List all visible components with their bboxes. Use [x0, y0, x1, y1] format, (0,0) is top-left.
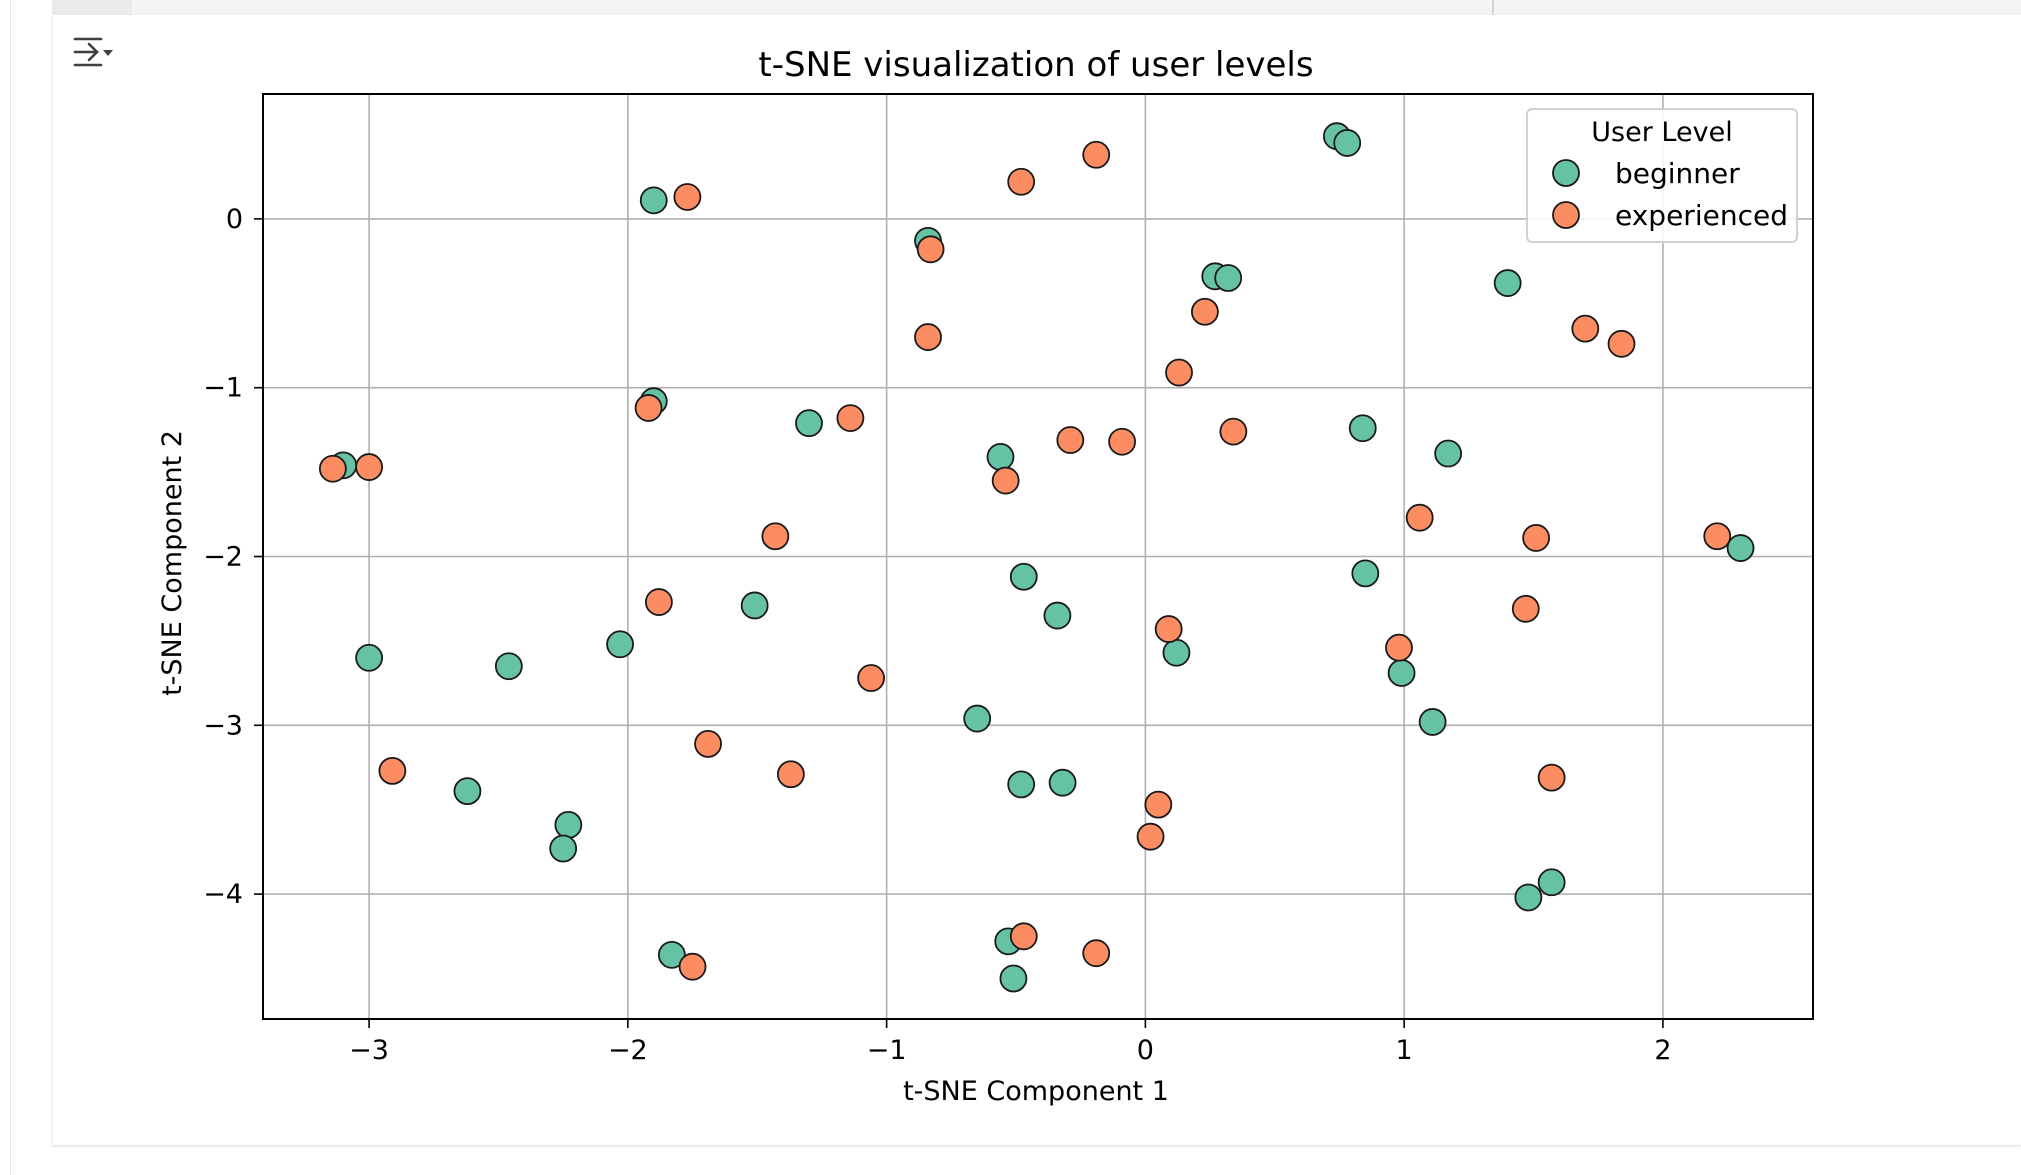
scatter-point-beginner: [999, 964, 1028, 993]
scatter-point-beginner: [355, 643, 383, 672]
x-tick-label: −3: [349, 1035, 389, 1066]
legend-marker-experienced: [1552, 201, 1580, 229]
y-axis-label: t-SNE Component 2: [157, 430, 188, 696]
scatter-point-experienced: [645, 588, 673, 616]
cell-divider: [1492, 0, 1494, 15]
x-tick-label: 0: [1137, 1035, 1154, 1066]
x-tick-label: −2: [608, 1035, 648, 1066]
scatter-point-beginner: [549, 834, 578, 863]
scatter-point-experienced: [355, 453, 383, 481]
scatter-point-experienced: [1154, 615, 1183, 643]
scatter-point-experienced: [1607, 329, 1636, 358]
scatter-point-beginner: [606, 630, 634, 659]
scatter-point-experienced: [776, 760, 805, 789]
scatter-point-beginner: [1514, 883, 1543, 912]
scatter-point-experienced: [694, 729, 722, 758]
chart-title: t-SNE visualization of user levels: [758, 45, 1313, 85]
scatter-point-beginner: [1348, 414, 1377, 443]
y-axis-ticks: 0 −1 −2 −3 −4: [203, 204, 263, 910]
y-tick-label: −3: [203, 710, 243, 741]
scatter-point-beginner: [1387, 659, 1416, 687]
legend: User Level beginner experienced: [1526, 108, 1798, 243]
scatter-point-experienced: [1136, 822, 1165, 851]
scatter-point-experienced: [857, 664, 885, 692]
scatter-point-beginner: [639, 186, 668, 215]
scatter-point-beginner: [554, 810, 583, 839]
scatter-point-experienced: [1056, 426, 1085, 454]
y-tick-label: −1: [203, 373, 243, 404]
scatter-point-beginner: [1009, 562, 1038, 591]
scatter-point-beginner: [1434, 439, 1463, 468]
scatter-point-experienced: [1405, 503, 1434, 532]
notebook-gutter: [0, 0, 11, 1175]
scatter-point-experienced: [991, 466, 1020, 495]
legend-marker-beginner: [1552, 159, 1580, 187]
scatter-point-experienced: [1703, 522, 1732, 551]
scatter-point-beginner: [494, 652, 523, 681]
scatter-point-experienced: [1385, 633, 1413, 662]
scatter-point-beginner: [657, 940, 686, 969]
scatter-point-beginner: [740, 591, 769, 620]
scatter-point-experienced: [673, 183, 702, 211]
legend-title: User Level: [1591, 117, 1732, 148]
x-tick-label: 2: [1654, 1035, 1671, 1066]
scatter-point-experienced: [1144, 790, 1173, 819]
x-tick-label: −1: [867, 1035, 907, 1066]
scatter-point-beginner: [1162, 638, 1191, 667]
legend-label-beginner: beginner: [1615, 157, 1740, 190]
scatter-point-experienced: [1219, 417, 1248, 446]
scatter-point-experienced: [678, 952, 707, 981]
scatter-point-beginner: [963, 704, 992, 733]
scatter-point-beginner: [1048, 768, 1077, 797]
scatter-point-beginner: [1043, 601, 1072, 630]
output-collapse-icon: [73, 37, 113, 67]
scatter-point-experienced: [761, 522, 790, 551]
scatter-point-experienced: [1082, 140, 1111, 169]
scatter-point-experienced: [1007, 167, 1036, 196]
x-axis-ticks: −3 −2 −1 0 1 2: [349, 1019, 1672, 1066]
scatter-point-experienced: [1537, 763, 1566, 792]
scatter-point-beginner: [1333, 129, 1362, 157]
scatter-point-experienced: [1522, 524, 1551, 552]
scatter-point-experienced: [1191, 297, 1219, 326]
scatter-point-beginner: [453, 777, 482, 806]
scatter-point-beginner: [1418, 708, 1447, 736]
scatter-point-beginner: [1214, 264, 1243, 292]
x-axis-label: t-SNE Component 1: [903, 1076, 1169, 1107]
legend-label-experienced: experienced: [1615, 199, 1788, 232]
scatter-point-beginner: [1007, 770, 1036, 799]
scatter-point-experienced: [634, 394, 663, 422]
scatter-point-beginner: [986, 443, 1015, 471]
previous-cell-tab: [52, 0, 132, 15]
scatter-point-beginner: [1726, 534, 1755, 562]
scatter-point-beginner: [1493, 269, 1522, 297]
scatter-point-experienced: [1165, 358, 1193, 387]
scatter-point-experienced: [1082, 939, 1111, 968]
scatter-point-experienced: [1511, 594, 1540, 623]
y-tick-label: −2: [203, 542, 243, 573]
scatter-point-beginner: [795, 409, 823, 438]
y-tick-label: −4: [203, 879, 243, 910]
scatter-point-experienced: [1108, 427, 1136, 456]
scatter-point-experienced: [318, 454, 347, 483]
legend-box: [1526, 108, 1798, 243]
scatter-point-experienced: [836, 404, 865, 432]
scatter-point-experienced: [914, 323, 942, 351]
scatter-point-experienced: [916, 235, 945, 264]
scatter-point-beginner: [1537, 868, 1566, 897]
scatter-point-beginner: [1351, 559, 1380, 588]
x-tick-label: 1: [1396, 1035, 1413, 1066]
output-toggle-button[interactable]: [68, 30, 118, 74]
scatter-point-experienced: [1009, 922, 1038, 951]
scatter-point-experienced: [1571, 314, 1600, 343]
y-tick-label: 0: [226, 204, 243, 235]
scatter-point-experienced: [378, 756, 407, 785]
scatter-points: [318, 122, 1755, 993]
